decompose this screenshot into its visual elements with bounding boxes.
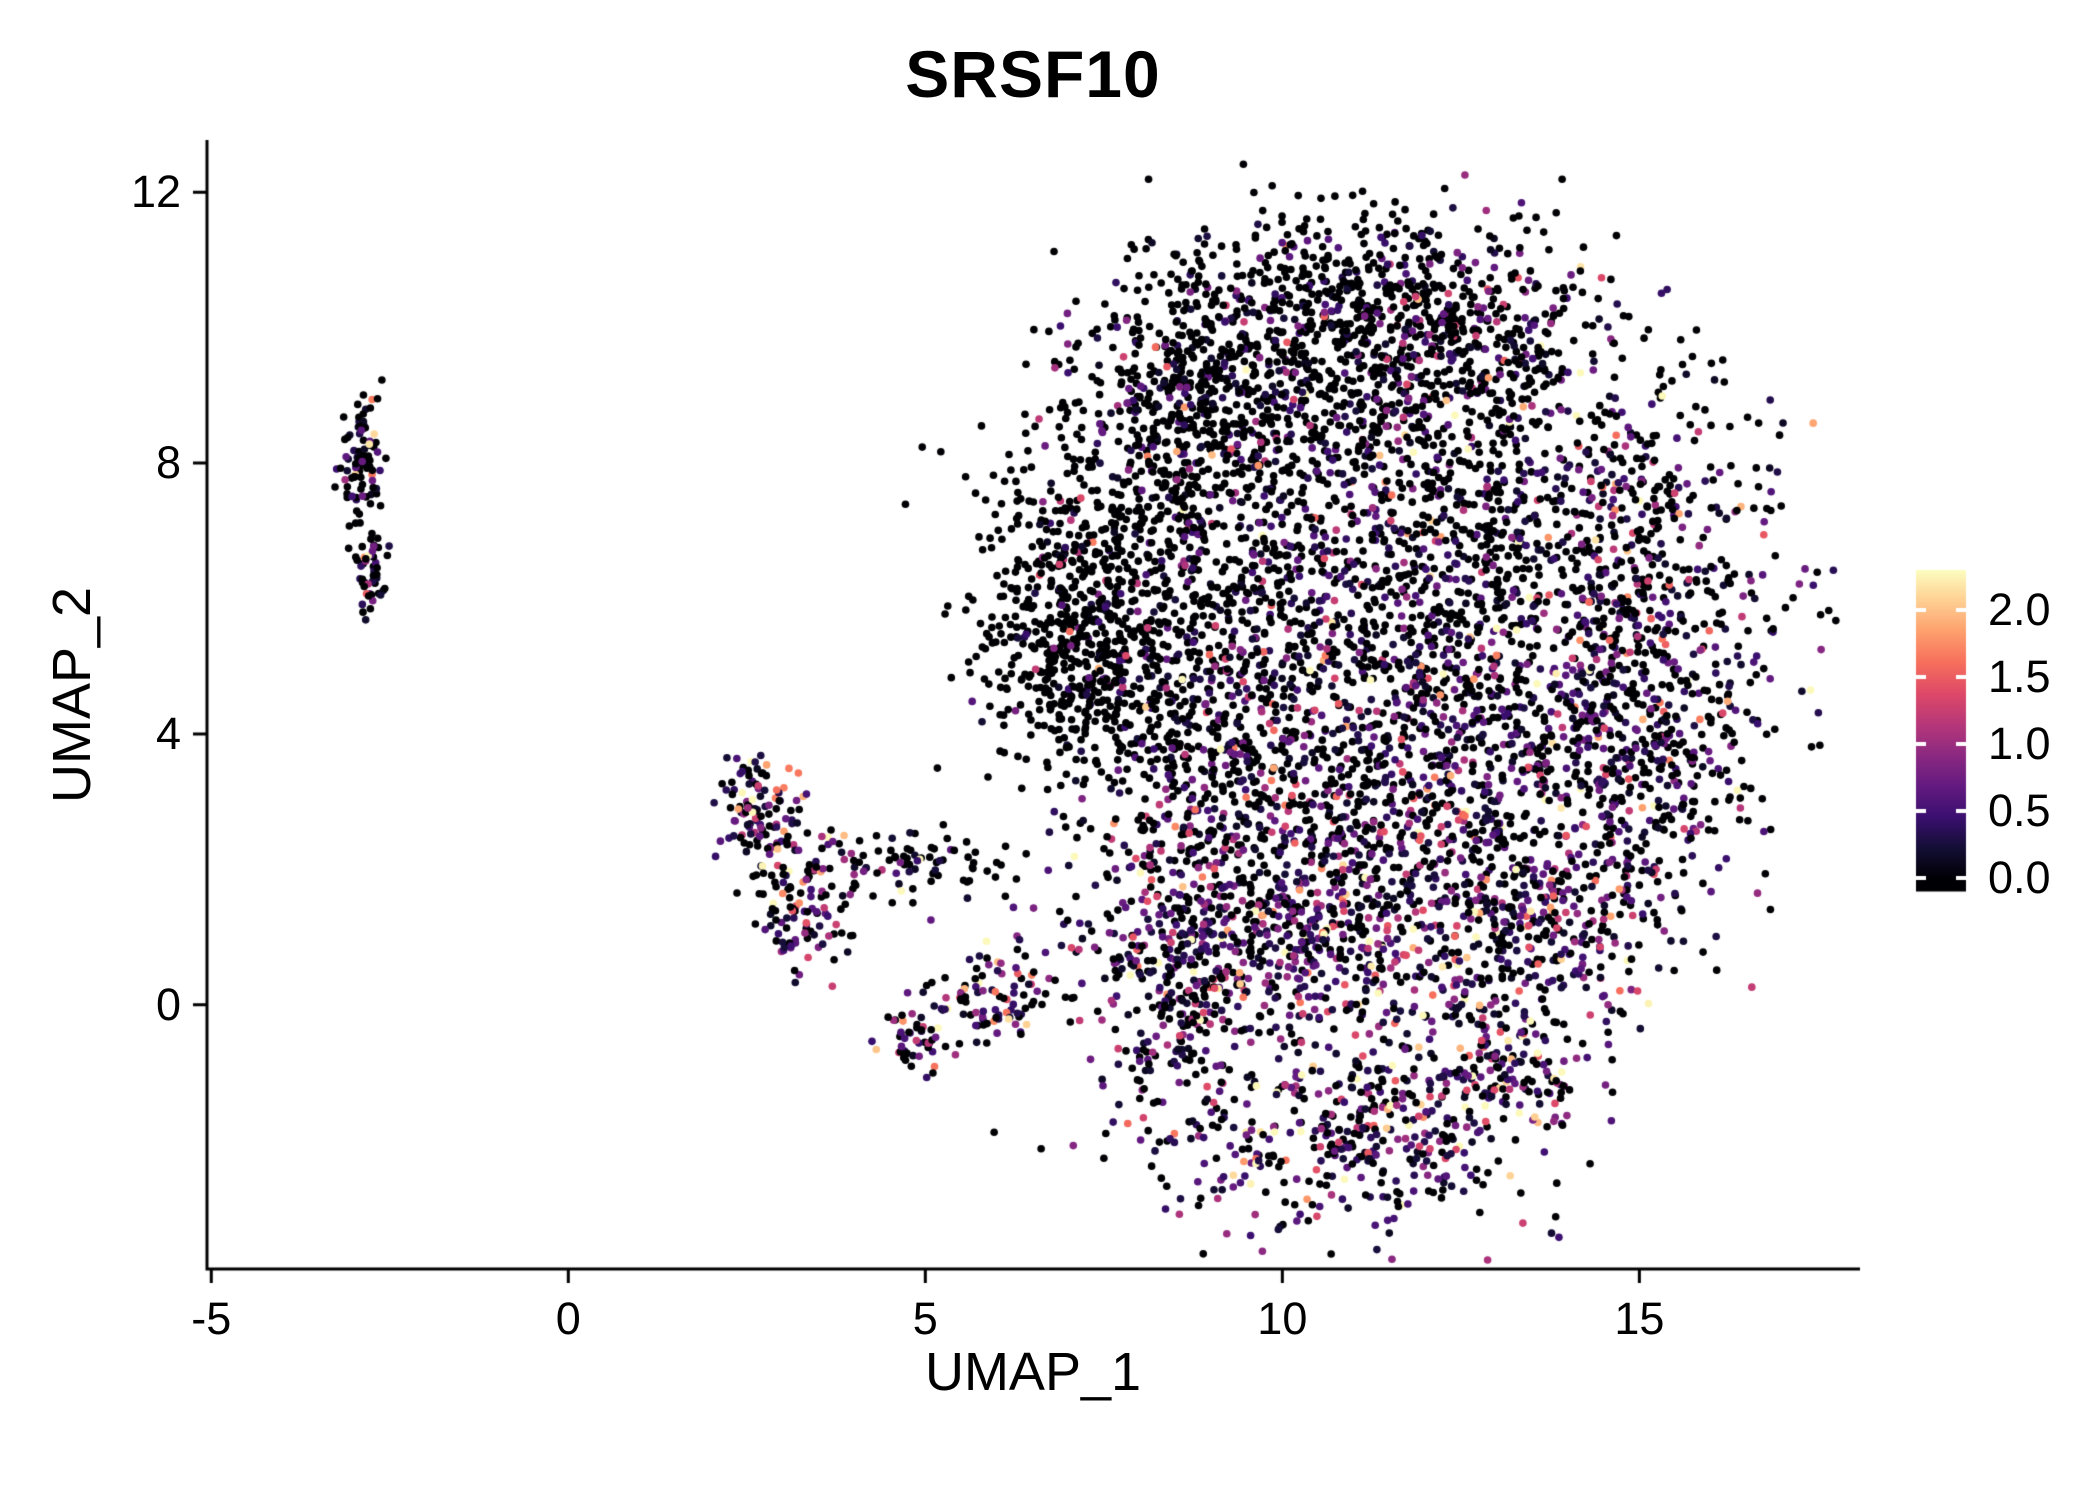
y-tick-label: 12	[130, 166, 181, 218]
colorbar-tick-label: 1.0	[1988, 718, 2051, 769]
x-tick-label: 15	[1614, 1293, 1665, 1344]
colorbar-tick-label: 0.0	[1988, 852, 2051, 903]
y-tick-label: 0	[155, 978, 181, 1030]
y-axis-label: UMAP_2	[42, 586, 102, 804]
x-tick-label: 10	[1257, 1293, 1308, 1344]
colorbar-tick-label: 0.5	[1988, 785, 2051, 836]
y-tick-label: 8	[155, 437, 181, 489]
plot-title: SRSF10	[905, 37, 1161, 111]
x-axis-label: UMAP_1	[924, 1342, 1142, 1402]
x-tick-label: 5	[912, 1293, 938, 1344]
colorbar-tick-label: 2.0	[1988, 584, 2051, 635]
colorbar-tick-label: 1.5	[1988, 651, 2051, 702]
y-tick-label: 4	[155, 707, 181, 759]
x-tick-label: 0	[555, 1293, 581, 1344]
x-tick-label: -5	[191, 1293, 232, 1344]
